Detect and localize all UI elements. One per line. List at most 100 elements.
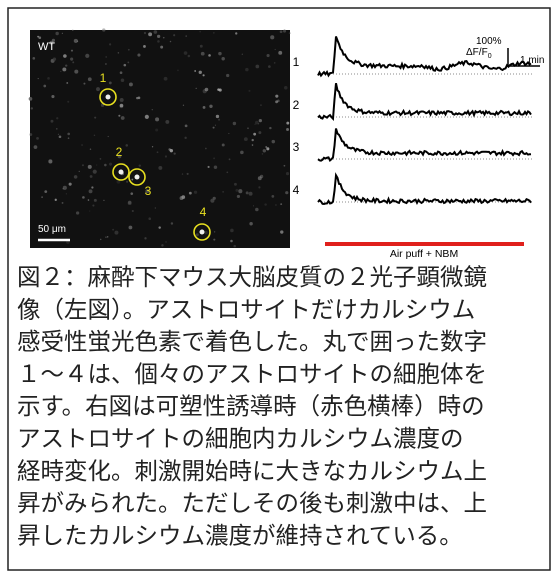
- speckle: [257, 176, 262, 181]
- speckle: [66, 82, 69, 84]
- speckle: [183, 51, 188, 55]
- speckle: [258, 118, 262, 123]
- trace: [317, 172, 532, 206]
- speckle: [240, 150, 244, 155]
- speckle: [112, 228, 115, 231]
- speckle: [230, 228, 234, 233]
- speckle: [151, 146, 154, 148]
- speckle: [103, 199, 105, 201]
- speckle: [67, 137, 70, 139]
- cell-circles: 1 2 3 4: [99, 71, 211, 241]
- speckle: [48, 159, 53, 164]
- speckle: [204, 87, 209, 92]
- speckle: [119, 103, 124, 108]
- speckle: [155, 128, 159, 132]
- speckle: [57, 133, 59, 135]
- speckle: [158, 226, 161, 229]
- speckle: [266, 53, 270, 58]
- speckle: [258, 131, 262, 135]
- speckle: [143, 45, 146, 48]
- speckle: [93, 198, 97, 202]
- speckle: [285, 172, 290, 176]
- speckle: [249, 222, 253, 226]
- speckle: [165, 241, 167, 243]
- speckle: [87, 77, 92, 82]
- speckle: [245, 67, 249, 72]
- speckle: [283, 164, 286, 167]
- speckle: [127, 48, 130, 51]
- speckle: [238, 189, 243, 194]
- speckle: [195, 87, 197, 90]
- speckle: [188, 191, 192, 195]
- speckle: [51, 94, 55, 99]
- caption-line: 像（左図）。アストロサイトだけカルシウム: [17, 295, 475, 323]
- speckle: [214, 124, 216, 126]
- trace-label: 4: [293, 183, 300, 197]
- speckle: [163, 76, 168, 81]
- trace-label: 3: [293, 140, 300, 154]
- speckle: [213, 238, 216, 241]
- caption-line: 昇したカルシウム濃度が維持されている。: [17, 521, 463, 549]
- speckle: [36, 136, 39, 140]
- speckle: [119, 97, 124, 102]
- speckle: [123, 63, 127, 67]
- speckle: [58, 135, 62, 139]
- time-label: 1 min: [520, 55, 544, 66]
- speckle: [44, 190, 48, 194]
- speckle: [130, 192, 134, 195]
- speckle: [153, 30, 158, 34]
- cell-circle: [112, 163, 130, 181]
- cell-label: 4: [200, 205, 207, 219]
- speckle: [47, 77, 50, 80]
- speckle: [131, 209, 134, 213]
- speckle: [273, 62, 276, 64]
- speckle: [131, 178, 134, 181]
- speckle: [148, 32, 153, 37]
- speckle: [70, 57, 74, 61]
- speckle: [251, 144, 254, 146]
- speckle: [161, 244, 164, 247]
- speckle: [275, 204, 277, 206]
- micrograph: [28, 28, 291, 248]
- speckle: [248, 89, 251, 92]
- speckle: [269, 126, 272, 130]
- speckle: [105, 236, 107, 238]
- cell-circle: [128, 168, 146, 186]
- speckle: [155, 117, 160, 122]
- speckle: [164, 155, 168, 158]
- speckle: [199, 30, 201, 33]
- speckle: [102, 28, 106, 32]
- speckle: [264, 203, 267, 206]
- speckle: [233, 244, 236, 248]
- caption: 図２：麻酔下マウス大脳皮質の２光子顕微鏡像（左図）。アストロサイトだけカルシウム…: [17, 263, 487, 549]
- speckle: [193, 190, 198, 194]
- speckle: [70, 49, 74, 52]
- speckle: [260, 104, 262, 106]
- speckle: [119, 71, 123, 75]
- speckle: [186, 172, 189, 175]
- speckle: [254, 123, 256, 125]
- speckle: [265, 146, 268, 148]
- speckle: [254, 120, 259, 125]
- speckle: [92, 169, 97, 174]
- speckle: [181, 173, 184, 175]
- speckle: [204, 147, 207, 150]
- speckle: [184, 124, 188, 128]
- speckle: [52, 57, 57, 61]
- speckle: [89, 175, 93, 178]
- speckle: [63, 54, 67, 58]
- speckle: [60, 70, 62, 73]
- speckle: [51, 38, 56, 42]
- speckle: [138, 164, 141, 167]
- speckle: [228, 132, 230, 135]
- cell-label: 2: [116, 145, 123, 159]
- speckle: [208, 54, 211, 57]
- speckle: [61, 201, 64, 204]
- speckle: [62, 67, 67, 72]
- speckle: [30, 107, 34, 110]
- speckle: [96, 87, 100, 92]
- speckle: [184, 136, 187, 140]
- speckle: [125, 144, 129, 147]
- speckle: [41, 196, 43, 199]
- speckle: [271, 139, 276, 144]
